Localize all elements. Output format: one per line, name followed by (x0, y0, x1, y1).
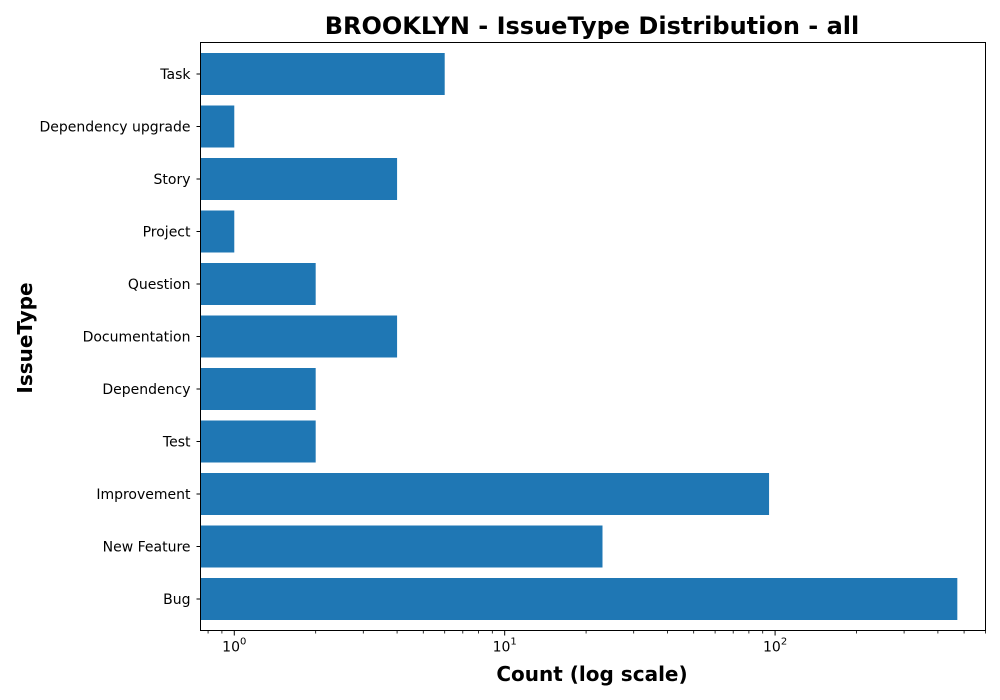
x-tick-label: 102 (763, 637, 787, 656)
x-axis-label: Count (log scale) (496, 662, 687, 686)
y-tick-label: Dependency upgrade (39, 120, 190, 136)
bar-project (200, 210, 235, 253)
bar-new-feature (200, 525, 603, 568)
x-axis: 100 101 102 (207, 630, 986, 656)
x-tick-label: 100 (222, 637, 246, 656)
x-tick-label: 101 (493, 637, 517, 656)
bars-group (200, 53, 958, 620)
y-tick-label: Dependency (102, 382, 190, 398)
y-tick-label: Project (143, 225, 191, 241)
bar-task (200, 53, 445, 95)
y-axis: Bug New Feature Improvement Test Dependency D… (39, 67, 201, 608)
y-axis-label: IssueType (13, 282, 37, 393)
bar-documentation (200, 315, 398, 358)
y-tick-label: New Feature (103, 540, 191, 556)
y-tick-label: Test (162, 435, 191, 451)
bar-test (200, 420, 316, 463)
y-tick-label: Documentation (83, 330, 191, 346)
x-tick-exponent: 2 (781, 637, 787, 648)
bar-improvement (200, 473, 770, 515)
bar-story (200, 158, 398, 200)
x-tick-exponent: 0 (240, 637, 246, 648)
bar-question (200, 263, 316, 305)
bar-bug (200, 578, 958, 620)
x-tick-exponent: 1 (510, 637, 516, 648)
chart-title: BROOKLYN - IssueType Distribution - all (325, 12, 860, 40)
y-tick-label: Bug (163, 592, 190, 608)
y-tick-label: Task (159, 67, 191, 83)
y-tick-label: Improvement (96, 487, 191, 503)
y-tick-label: Story (154, 172, 191, 188)
y-tick-label: Question (128, 277, 191, 293)
bar-dependency (200, 368, 316, 410)
bar-dependency-upgrade (200, 105, 235, 148)
